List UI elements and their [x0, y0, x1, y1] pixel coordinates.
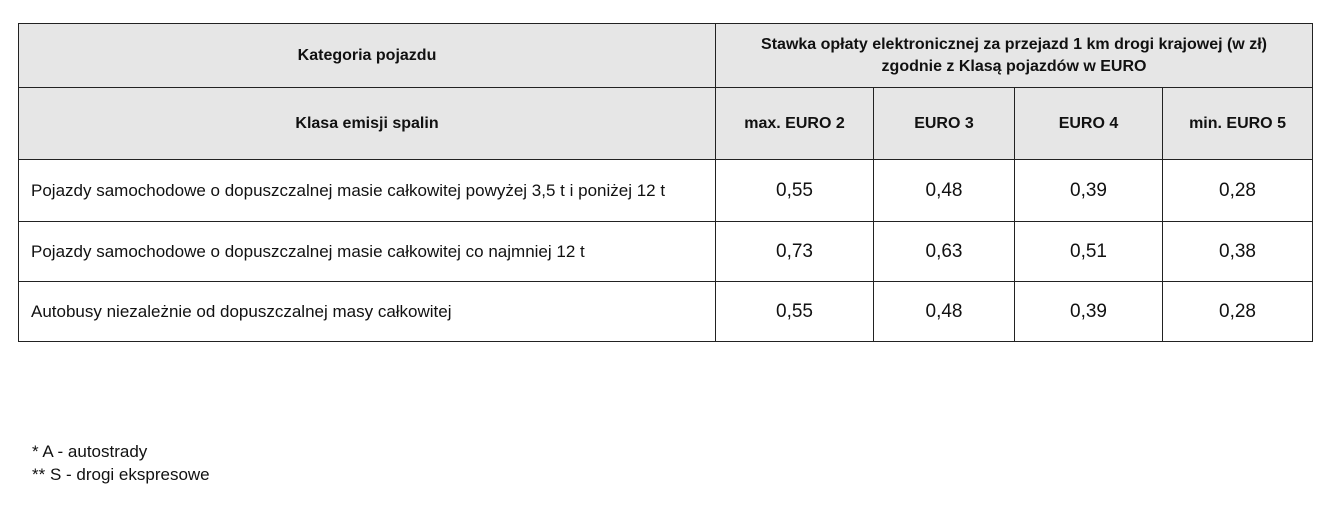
rate-value: 0,28 [1161, 159, 1314, 222]
footnote-drogi-ekspresowe: ** S - drogi ekspresowe [32, 465, 210, 484]
header-rate: Stawka opłaty elektronicznej za przejazd… [714, 23, 1314, 88]
rate-value: 0,48 [873, 159, 1015, 222]
rate-value: 0,48 [873, 281, 1015, 342]
table-row: Autobusy niezależnie od dopuszczalnej ma… [18, 281, 1314, 342]
header-euro-class: min. EURO 5 [1161, 87, 1314, 160]
rate-value: 0,73 [715, 221, 874, 282]
header-category: Kategoria pojazdu [18, 23, 716, 88]
rate-value: 0,28 [1161, 281, 1314, 342]
footnotes: * A - autostrady ** S - drogi ekspresowe [32, 440, 210, 486]
table-row: Pojazdy samochodowe o dopuszczalnej masi… [18, 159, 1314, 222]
header-emission-class: Klasa emisji spalin [18, 87, 716, 160]
rate-value: 0,55 [715, 281, 874, 342]
rate-value: 0,39 [1014, 159, 1163, 222]
table-row: Pojazdy samochodowe o dopuszczalnej masi… [18, 221, 1314, 282]
toll-rates-table: Kategoria pojazdu Stawka opłaty elektron… [18, 23, 1314, 342]
vehicle-category-label: Autobusy niezależnie od dopuszczalnej ma… [18, 281, 716, 342]
rate-value: 0,63 [873, 221, 1015, 282]
rate-value: 0,38 [1161, 221, 1314, 282]
vehicle-category-label: Pojazdy samochodowe o dopuszczalnej masi… [18, 221, 716, 282]
header-euro-class: max. EURO 2 [715, 87, 874, 160]
rate-value: 0,39 [1014, 281, 1163, 342]
rate-value: 0,55 [715, 159, 874, 222]
header-euro-class: EURO 3 [873, 87, 1015, 160]
footnote-autostrady: * A - autostrady [32, 442, 148, 461]
rate-value: 0,51 [1014, 221, 1163, 282]
header-row-category: Kategoria pojazdu Stawka opłaty elektron… [18, 23, 1314, 88]
vehicle-category-label: Pojazdy samochodowe o dopuszczalnej masi… [18, 159, 716, 222]
header-euro-class: EURO 4 [1014, 87, 1163, 160]
header-row-emission: Klasa emisji spalin max. EURO 2 EURO 3 E… [18, 87, 1314, 160]
